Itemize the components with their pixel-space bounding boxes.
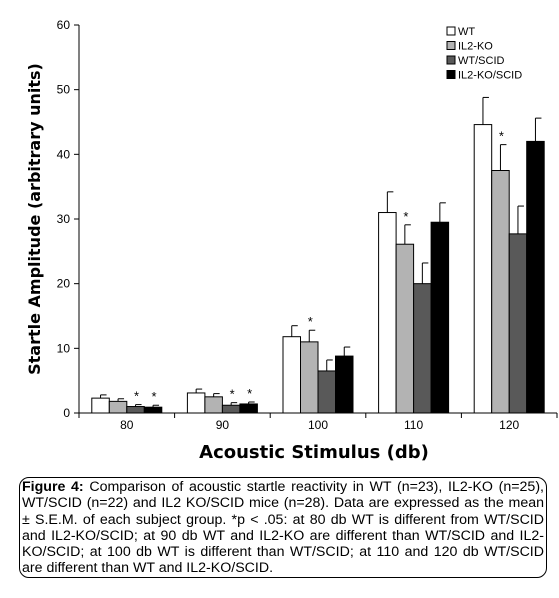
significance-marker: * (152, 389, 157, 404)
bar (378, 212, 397, 414)
legend-label: IL2-KO (458, 41, 493, 53)
y-axis-title: Startle Amplitude (arbitrary units) (25, 63, 44, 375)
x-tick-label: 90 (216, 418, 230, 432)
significance-marker: * (403, 209, 408, 224)
bar (430, 221, 450, 414)
bar (204, 396, 223, 414)
x-axis-title: Acoustic Stimulus (db) (199, 442, 429, 463)
legend-label: IL2-KO/SCID (458, 70, 522, 82)
significance-marker: * (134, 389, 139, 404)
chart-annotations: * * * * * * * (134, 129, 504, 405)
bar (508, 233, 528, 414)
y-tick-label: 50 (57, 83, 71, 97)
legend-label: WT/SCID (458, 55, 504, 67)
chart-bars (91, 96, 545, 414)
y-tick-label: 20 (57, 277, 71, 291)
bar (126, 406, 145, 414)
y-tick-label: 40 (57, 147, 71, 161)
bar (491, 170, 510, 414)
significance-marker: * (499, 129, 504, 144)
legend-label: WT (458, 26, 475, 38)
bar (413, 283, 432, 414)
chart-legend: WT IL2-KO WT/SCID IL2-KO/SCID (446, 26, 522, 82)
legend-swatch (446, 41, 456, 50)
bar (300, 341, 319, 414)
bar (395, 243, 415, 414)
significance-marker: * (247, 386, 252, 401)
y-tick-label: 10 (57, 341, 71, 355)
y-tick-label: 30 (57, 212, 71, 226)
bar (282, 336, 301, 414)
legend-swatch (446, 26, 456, 36)
significance-marker: * (230, 387, 235, 402)
legend-swatch (446, 55, 456, 65)
bar (239, 403, 258, 414)
bar (335, 355, 354, 414)
significance-marker: * (308, 314, 313, 329)
bar (317, 370, 336, 414)
bar-chart: 0 10 20 30 40 50 60 80 90 100 110 120 * * * * * * * WT IL2… (25, 18, 558, 463)
bar (108, 400, 128, 414)
bar (221, 404, 241, 414)
bar (526, 140, 545, 414)
bar (91, 397, 110, 414)
x-tick-label: 120 (499, 418, 519, 432)
x-tick-label: 110 (404, 418, 423, 432)
x-tick-label: 80 (120, 418, 134, 432)
bar (473, 124, 493, 414)
legend-swatch (446, 70, 456, 79)
x-tick-label: 100 (308, 418, 328, 432)
bar (143, 406, 163, 414)
y-tick-label: 0 (63, 406, 70, 420)
caption-label: Figure 4: (22, 479, 84, 495)
y-tick-label: 60 (57, 18, 71, 32)
bar (186, 392, 206, 414)
caption-text: Comparison of acoustic startle reactivit… (22, 479, 544, 577)
figure-caption: Figure 4: Comparison of acoustic startle… (19, 477, 547, 578)
chart-axes: 0 10 20 30 40 50 60 80 90 100 110 120 (57, 18, 558, 432)
